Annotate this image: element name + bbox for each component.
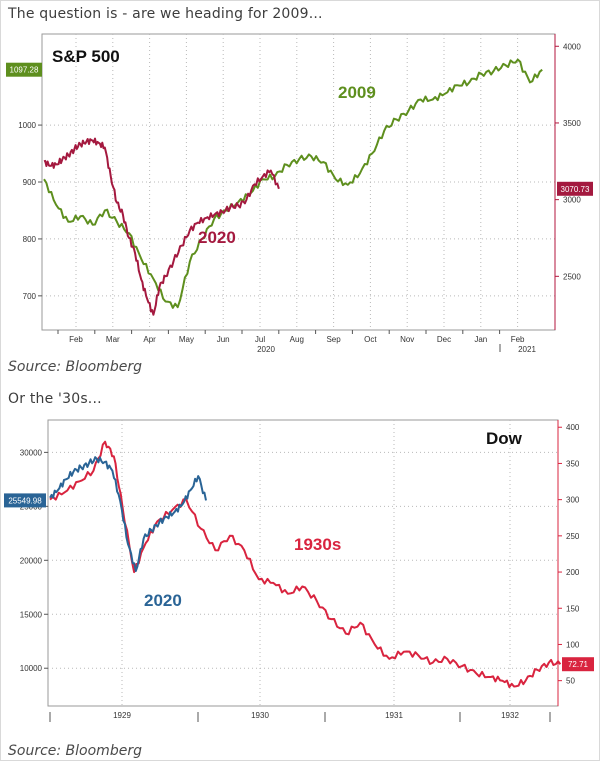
left-axis-tick-label: 1000: [18, 121, 36, 130]
x-axis-tick-label: 1931: [385, 711, 403, 720]
right-value-flag: [557, 181, 593, 196]
right-axis-tick-label: 2500: [563, 272, 581, 281]
right-axis-tick-label: 4000: [563, 42, 581, 51]
right-value-flag-label: 72.71: [568, 660, 589, 669]
source-caption-2: Source: Bloomberg: [8, 743, 142, 759]
series-label-2009: 2009: [338, 83, 376, 102]
chart-title: S&P 500: [52, 47, 120, 66]
x-axis-tick-label: Jul: [255, 335, 265, 344]
x-axis-tick-label: Feb: [511, 335, 525, 344]
x-axis-tick-label: Jun: [217, 335, 230, 344]
source-caption-1: Source: Bloomberg: [8, 359, 142, 375]
right-axis-tick-label: 150: [566, 604, 580, 613]
right-axis-tick-label: 200: [566, 568, 580, 577]
dow-chart: 1000015000200002500030000501001502002503…: [4, 419, 594, 722]
x-axis-tick-label: Dec: [437, 335, 451, 344]
right-axis-tick-label: 100: [566, 640, 580, 649]
left-value-flag: [6, 62, 42, 77]
right-value-flag-label: 3070.73: [561, 185, 590, 194]
x-axis-tick-label: Jan: [474, 335, 487, 344]
right-axis-tick-label: 250: [566, 532, 580, 541]
x-axis-tick-label: 1932: [501, 711, 519, 720]
right-axis-tick-label: 300: [566, 496, 580, 505]
x-year-label: 2021: [518, 345, 536, 354]
left-axis-tick-label: 20000: [20, 556, 43, 565]
chart-title: Dow: [486, 429, 523, 448]
left-value-flag-label: 1097.28: [10, 66, 39, 75]
x-axis-tick-label: 1930: [251, 711, 269, 720]
left-axis-tick-label: 800: [23, 235, 37, 244]
x-axis-tick-label: Feb: [69, 335, 83, 344]
right-axis-tick-label: 3000: [563, 196, 581, 205]
mid-text: Or the '30s...: [8, 391, 102, 407]
series-line-2020: [49, 456, 207, 573]
sp500-chart: 700 800 900 1000 2500 3000 3500 4000 Feb Mar Apr Ma…: [6, 33, 593, 354]
left-value-flag: [4, 493, 46, 508]
left-axis-tick-label: 30000: [20, 448, 43, 457]
right-value-flag: [562, 657, 594, 672]
left-value-flag-label: 25549.98: [8, 496, 42, 505]
x-axis-tick-label: May: [179, 335, 194, 344]
x-year-label: 2020: [257, 345, 275, 354]
x-axis-tick-label: Aug: [290, 335, 304, 344]
plot-area: [47, 419, 559, 707]
x-axis-tick-label: Mar: [106, 335, 120, 344]
x-axis-tick-label: Sep: [326, 335, 341, 344]
x-axis-tick-label: Apr: [143, 335, 156, 344]
left-axis-tick-label: 900: [23, 178, 37, 187]
right-axis-tick-label: 3500: [563, 119, 581, 128]
series-label-2020: 2020: [144, 591, 182, 610]
series-label-1930s: 1930s: [294, 535, 341, 554]
x-axis-tick-label: Oct: [364, 335, 377, 344]
left-axis-tick-label: 700: [23, 292, 37, 301]
right-axis-tick-label: 400: [566, 423, 580, 432]
left-axis-tick-label: 10000: [20, 664, 43, 673]
left-axis-tick-label: 15000: [20, 610, 43, 619]
series-label-2020: 2020: [198, 228, 236, 247]
x-axis-tick-label: Nov: [400, 335, 414, 344]
right-axis-tick-label: 50: [566, 677, 575, 686]
right-axis-tick-label: 350: [566, 459, 580, 468]
intro-text: The question is - are we heading for 200…: [8, 6, 323, 22]
x-axis-tick-label: 1929: [113, 711, 131, 720]
series-line-2020: [43, 137, 280, 316]
